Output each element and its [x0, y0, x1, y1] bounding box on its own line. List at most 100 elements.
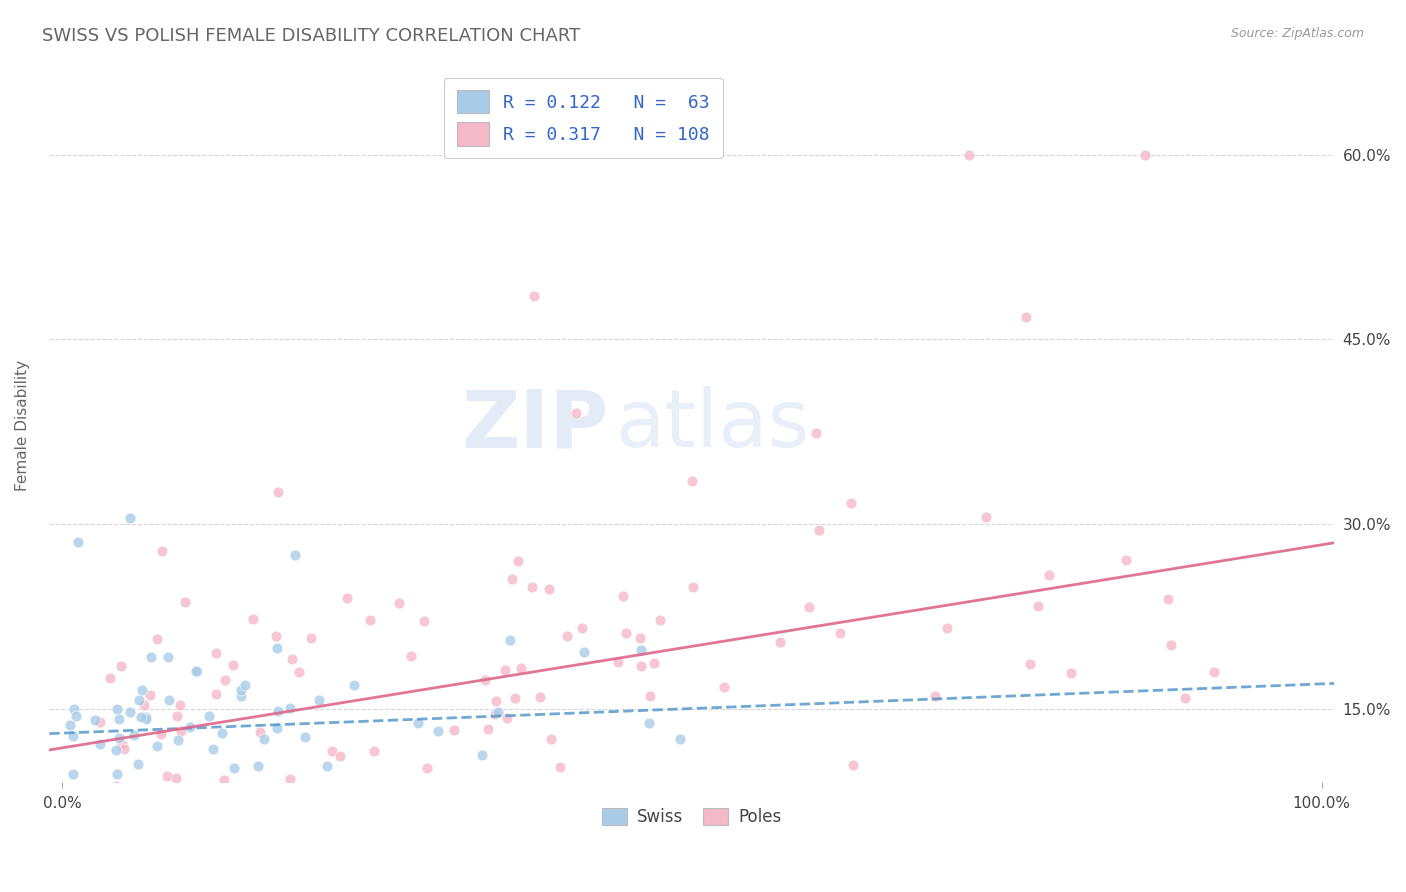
Point	[267, 704, 290, 718]
Point	[974, 509, 997, 524]
Point	[412, 614, 434, 628]
Point	[246, 759, 269, 773]
Point	[156, 769, 179, 783]
Point	[494, 664, 516, 678]
Point	[630, 659, 652, 673]
Point	[87, 824, 110, 838]
Text: SWISS VS POLISH FEMALE DISABILITY CORRELATION CHART: SWISS VS POLISH FEMALE DISABILITY CORREL…	[42, 27, 581, 45]
Point	[89, 714, 111, 729]
Point	[105, 702, 128, 716]
Point	[839, 496, 862, 510]
Point	[212, 772, 235, 787]
Point	[281, 652, 304, 666]
Text: atlas: atlas	[614, 386, 808, 465]
Point	[105, 742, 128, 756]
Point	[669, 732, 692, 747]
Point	[107, 712, 129, 726]
Point	[499, 632, 522, 647]
Point	[388, 596, 411, 610]
Point	[299, 631, 322, 645]
Y-axis label: Female Disability: Female Disability	[15, 359, 30, 491]
Point	[146, 632, 169, 646]
Point	[935, 621, 957, 635]
Point	[135, 709, 157, 723]
Point	[184, 665, 207, 679]
Point	[108, 731, 131, 745]
Point	[804, 426, 827, 441]
Point	[249, 724, 271, 739]
Point	[105, 767, 128, 781]
Point	[62, 729, 84, 743]
Point	[84, 713, 107, 727]
Point	[266, 640, 288, 655]
Point	[484, 707, 506, 722]
Point	[159, 693, 181, 707]
Point	[150, 544, 173, 558]
Point	[222, 761, 245, 775]
Point	[538, 582, 561, 597]
Point	[186, 665, 208, 679]
Point	[134, 698, 156, 712]
Point	[90, 824, 112, 838]
Point	[1115, 553, 1137, 567]
Point	[486, 705, 509, 719]
Point	[1202, 665, 1225, 679]
Point	[131, 683, 153, 698]
Point	[364, 824, 387, 838]
Point	[1026, 599, 1049, 613]
Point	[1014, 310, 1036, 325]
Point	[643, 657, 665, 671]
Point	[523, 289, 546, 303]
Point	[229, 689, 252, 703]
Point	[1159, 788, 1181, 802]
Point	[253, 732, 276, 747]
Point	[308, 692, 330, 706]
Point	[170, 724, 193, 739]
Point	[120, 792, 142, 806]
Point	[485, 693, 508, 707]
Point	[111, 737, 134, 751]
Point	[112, 741, 135, 756]
Point	[150, 727, 173, 741]
Point	[122, 728, 145, 742]
Point	[571, 621, 593, 635]
Point	[529, 690, 551, 704]
Point	[89, 737, 111, 751]
Point	[179, 721, 201, 735]
Point	[343, 678, 366, 692]
Point	[242, 612, 264, 626]
Point	[359, 613, 381, 627]
Point	[315, 759, 337, 773]
Point	[65, 709, 87, 723]
Point	[157, 649, 180, 664]
Point	[266, 721, 288, 735]
Point	[1059, 788, 1081, 802]
Legend: Swiss, Poles: Swiss, Poles	[593, 800, 790, 835]
Point	[628, 632, 651, 646]
Point	[363, 744, 385, 758]
Point	[842, 758, 865, 772]
Point	[510, 661, 533, 675]
Point	[105, 779, 128, 793]
Point	[443, 723, 465, 737]
Point	[59, 718, 82, 732]
Point	[637, 715, 659, 730]
Point	[224, 796, 246, 810]
Point	[1160, 639, 1182, 653]
Point	[62, 701, 84, 715]
Point	[713, 680, 735, 694]
Text: Source: ZipAtlas.com: Source: ZipAtlas.com	[1230, 27, 1364, 40]
Point	[120, 705, 142, 719]
Point	[416, 761, 439, 775]
Point	[523, 123, 546, 137]
Point	[565, 406, 588, 420]
Point	[280, 772, 302, 786]
Point	[1135, 147, 1157, 161]
Point	[616, 625, 638, 640]
Point	[198, 709, 221, 723]
Point	[155, 824, 177, 838]
Point	[128, 693, 150, 707]
Point	[211, 726, 233, 740]
Point	[222, 657, 245, 672]
Point	[1032, 784, 1054, 798]
